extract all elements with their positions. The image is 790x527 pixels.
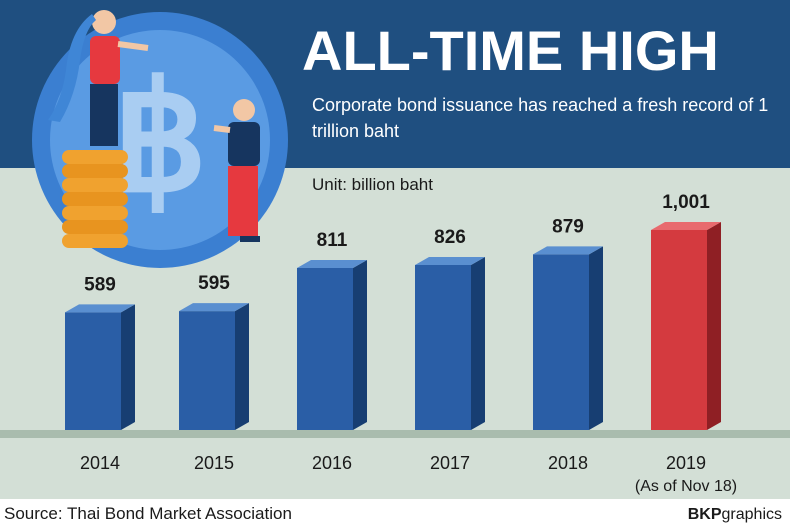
bar-top (297, 259, 367, 268)
value-label: 826 (434, 227, 466, 248)
category-label: 2018 (548, 453, 588, 473)
bar-side (235, 303, 249, 430)
value-label: 879 (552, 216, 584, 237)
bar-top (415, 256, 485, 265)
category-label: 2016 (312, 453, 352, 473)
person-man-icon (213, 99, 260, 242)
value-label: 595 (198, 273, 230, 294)
category-label: 2019 (666, 453, 706, 473)
bar-side (121, 304, 135, 430)
bar-front (65, 312, 121, 430)
unit-label: Unit: billion baht (312, 175, 433, 194)
value-label: 811 (317, 230, 348, 251)
bar-2015 (179, 303, 249, 430)
source-note: Source: Thai Bond Market Association (4, 504, 292, 523)
bar-side (589, 246, 603, 430)
bar-2019 (651, 222, 721, 430)
baht-symbol-icon: ฿ (112, 54, 207, 222)
bar-front (297, 267, 353, 430)
bar-front (533, 254, 589, 430)
bar-side (707, 222, 721, 430)
chart-subtitle: Corporate bond issuance has reached a fr… (312, 95, 769, 141)
category-label: 2014 (80, 453, 120, 473)
category-label: 2017 (430, 453, 470, 473)
bar-2018 (533, 246, 603, 430)
bar-top (65, 304, 135, 313)
value-label: 589 (84, 274, 116, 295)
person-woman-icon (48, 10, 149, 146)
chart-title: ALL-TIME HIGH (302, 19, 719, 82)
bar-side (353, 259, 367, 430)
bar-top (651, 222, 721, 230)
bar-2016 (297, 259, 367, 430)
coin-stack (62, 150, 128, 248)
credit-rest: graphics (721, 506, 782, 523)
category-note: (As of Nov 18) (635, 478, 737, 495)
value-label: 1,001 (662, 192, 710, 213)
credit-bold: BKP (687, 506, 722, 523)
bar-top (179, 303, 249, 312)
bar-top (533, 246, 603, 255)
bar-side (471, 256, 485, 430)
bar-front (651, 230, 707, 430)
footer (0, 499, 790, 527)
graphics-credit: BKPgraphics (688, 506, 782, 524)
bar-front (415, 264, 471, 430)
bar-2017 (415, 256, 485, 430)
bar-2014 (65, 304, 135, 430)
category-label: 2015 (194, 453, 234, 473)
bar-front (179, 311, 235, 430)
